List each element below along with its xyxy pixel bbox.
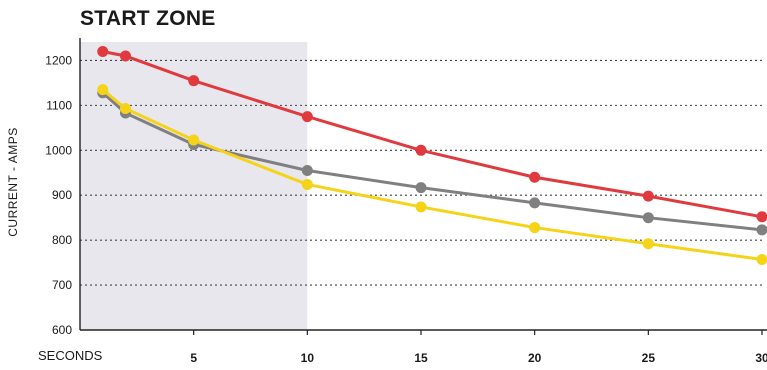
series-2-point-4 (415, 201, 427, 213)
x-tick-label-10: 10 (301, 351, 315, 365)
y-tick-label-800: 800 (52, 233, 72, 247)
series-2-point-6 (642, 238, 654, 250)
series-2-point-5 (529, 222, 541, 234)
series-0-point-1 (119, 50, 131, 62)
series-0-point-2 (188, 75, 200, 87)
y-tick-label-900: 900 (52, 188, 72, 202)
x-tick-label-5: 5 (190, 351, 197, 365)
x-tick-label-20: 20 (528, 351, 542, 365)
series-1-point-5 (529, 197, 541, 209)
series-1-point-4 (415, 182, 427, 194)
series-0-point-3 (301, 111, 313, 123)
y-tick-label-1100: 1100 (46, 98, 72, 112)
series-2-point-0 (97, 84, 109, 96)
y-tick-label-1200: 1200 (45, 53, 72, 67)
y-tick-label-1000: 1000 (45, 143, 72, 157)
series-0-point-4 (415, 144, 427, 156)
series-line-1 (101, 91, 764, 232)
x-tick-label-15: 15 (414, 351, 428, 365)
x-axis-label: SECONDS (38, 348, 103, 363)
series-0-point-6 (642, 190, 654, 202)
series-0-point-0 (97, 45, 109, 57)
series-2-point-3 (301, 178, 313, 190)
x-tick-label-25: 25 (642, 351, 656, 365)
start-zone-band (80, 42, 308, 330)
series-line-2 (101, 88, 764, 261)
y-tick-label-700: 700 (52, 278, 72, 292)
x-tick-label-30: 30 (755, 351, 767, 365)
series-1-point-7 (756, 224, 767, 236)
series-line-0 (101, 49, 764, 219)
series-2-point-2 (188, 134, 200, 146)
series-1-point-3 (301, 165, 313, 177)
series-0-point-7 (756, 211, 767, 223)
series-0-point-5 (529, 171, 541, 183)
chart-title: START ZONE (80, 7, 216, 30)
series-1-point-6 (642, 212, 654, 224)
series-2-point-1 (119, 103, 131, 115)
series-2-point-7 (756, 253, 767, 265)
y-tick-label-600: 600 (52, 323, 72, 337)
